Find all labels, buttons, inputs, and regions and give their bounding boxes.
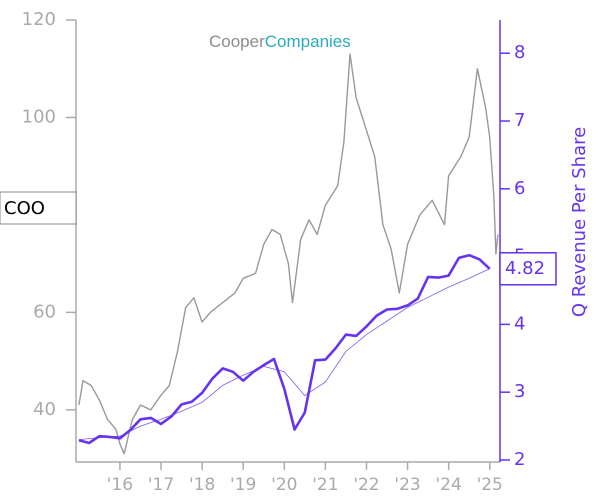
logo-part: Companies (265, 32, 351, 51)
x-tick-label: '17 (148, 475, 174, 495)
y2-tick-label: 2 (514, 449, 525, 470)
x-tick-label: '24 (435, 475, 461, 495)
annotation-box (0, 191, 77, 225)
y2-tick-label: 6 (514, 178, 525, 199)
y2-axis-label: Q Revenue Per Share (569, 127, 590, 317)
y-tick-label: 60 (33, 301, 56, 322)
logo-part: Cooper (209, 32, 265, 51)
y2-tick-label: 7 (514, 110, 525, 131)
last-value-box (499, 252, 557, 286)
x-tick-label: '18 (189, 475, 215, 495)
series-line (78, 253, 491, 445)
y2-tick-label: 4 (514, 313, 525, 334)
x-tick-label: '25 (477, 475, 503, 495)
annotation: COO (4, 198, 45, 219)
logo: CooperCompanies (209, 32, 351, 51)
x-tick-label: '16 (107, 475, 133, 495)
x-tick-label: '23 (394, 475, 420, 495)
plot: 40601001202345678'16'17'18'19'20'21'22'2… (22, 9, 526, 495)
x-tick-label: '20 (271, 475, 297, 495)
last-value-label: 4.82 (505, 258, 545, 279)
x-tick-label: '21 (312, 475, 338, 495)
y-tick-label: 100 (22, 106, 56, 127)
y2-tick-label: 8 (514, 42, 525, 63)
y-tick-label: 40 (33, 399, 56, 420)
y2-tick-label: 3 (514, 381, 525, 402)
y-tick-label: 120 (22, 9, 56, 30)
series-line (78, 268, 490, 440)
x-tick-label: '19 (230, 475, 256, 495)
x-tick-label: '22 (353, 475, 379, 495)
series-line (78, 53, 499, 455)
